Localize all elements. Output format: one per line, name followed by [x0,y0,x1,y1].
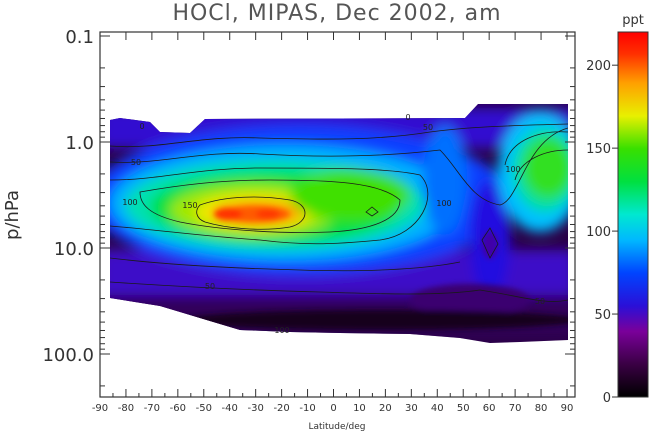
x-tick-label: 40 [431,403,444,414]
x-tick-label: 90 [561,403,574,414]
y-axis-label: p/hPa [2,190,23,240]
x-tick-label: 10 [353,403,366,414]
x-tick-label: -80 [118,403,134,414]
contour-label: 100 [505,165,520,174]
x-tick-label: 50 [457,403,470,414]
colorbar-tick-label: 200 [586,59,611,74]
contour-label: 50 [423,123,433,132]
x-tick-label: -50 [196,403,212,414]
colorbar-unit: ppt [622,13,644,28]
contour-label: 100 [274,326,289,335]
x-tick-label: 20 [379,403,392,414]
x-tick-label: 60 [483,403,496,414]
contour-label: 0 [405,113,410,122]
y-tick-label: 1.0 [65,133,94,154]
x-axis: -90 -80 -70 -60 -50 -40 -30 -20 -10 0 10 20 30 40 50 60… [92,32,574,414]
contour-labels: 0 50 100 150 50 100 100 50 0 50 100 [122,113,545,335]
x-tick-label: -90 [92,403,108,414]
chart-title: HOCl, MIPAS, Dec 2002, am [172,1,501,26]
x-tick-label: -60 [170,403,186,414]
contour-label: 0 [139,122,144,131]
y-tick-label: 0.1 [65,27,94,48]
x-tick-label: 30 [405,403,418,414]
x-tick-label: -20 [273,403,289,414]
y-axis: 0.1 1.0 10.0 100.0 [42,27,575,387]
x-tick-label: -30 [247,403,263,414]
x-tick-label: 80 [535,403,548,414]
colorbar-tick-label: 0 [603,391,611,406]
y-tick-label: 10.0 [54,239,94,260]
contour-label: 100 [122,198,137,207]
contour-label: 50 [205,282,215,291]
colorbar-tick-label: 150 [586,142,611,157]
x-tick-label: 0 [330,403,336,414]
contour-field [110,104,568,343]
contour-label: 100 [436,199,451,208]
colorbar-tick-label: 100 [586,225,611,240]
x-axis-label: Latitude/deg [308,422,365,432]
contour-label: 50 [535,297,545,306]
contour-label: 150 [182,201,197,210]
x-tick-label: -70 [144,403,160,414]
contour-label: 50 [131,158,141,167]
x-tick-label: -10 [299,403,315,414]
x-tick-label: 70 [509,403,522,414]
x-tick-label: -40 [222,403,238,414]
colorbar-scale [617,31,649,398]
plot-frame [99,31,576,398]
y-tick-label: 100.0 [42,345,94,366]
contour-lines [110,123,568,302]
colorbar-tick-label: 50 [594,308,611,323]
colorbar: ppt 0 50 100 150 200 [586,13,649,406]
